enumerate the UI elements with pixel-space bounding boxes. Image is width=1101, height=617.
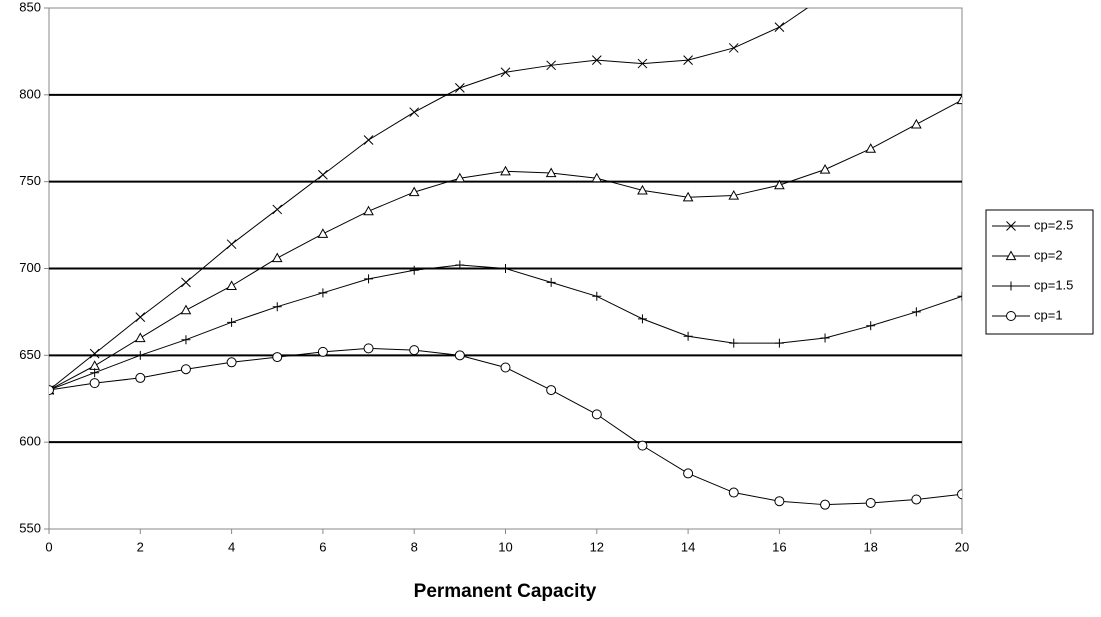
data-point — [958, 490, 967, 499]
data-point — [90, 379, 99, 388]
data-point — [45, 386, 54, 395]
data-point — [455, 351, 464, 360]
data-point — [866, 144, 875, 152]
series-line — [49, 100, 962, 390]
x-tick-label: 14 — [681, 539, 695, 554]
x-tick-label: 10 — [498, 539, 512, 554]
data-point — [136, 333, 145, 341]
data-point — [821, 165, 830, 173]
data-point — [729, 339, 738, 348]
x-tick-label: 8 — [411, 539, 418, 554]
plot-area — [45, 0, 967, 509]
data-point — [592, 410, 601, 419]
data-point — [592, 292, 601, 301]
data-point — [410, 346, 419, 355]
data-point — [912, 120, 921, 128]
data-point — [638, 441, 647, 450]
y-tick-label: 750 — [19, 173, 41, 188]
data-point — [273, 353, 282, 362]
data-point — [501, 264, 510, 273]
data-point — [136, 313, 145, 322]
data-point — [821, 333, 830, 342]
data-point — [866, 321, 875, 330]
data-point — [227, 240, 236, 249]
data-point — [729, 43, 738, 52]
data-point — [90, 349, 99, 358]
x-tick-label: 0 — [45, 539, 52, 554]
data-point — [775, 23, 784, 32]
data-point — [227, 318, 236, 327]
data-point — [775, 339, 784, 348]
data-point — [729, 488, 738, 497]
data-point — [547, 278, 556, 287]
data-point — [364, 274, 373, 283]
y-tick-label: 550 — [19, 520, 41, 535]
series-line — [49, 0, 825, 390]
legend-label: cp=1.5 — [1034, 277, 1073, 292]
data-point — [90, 361, 99, 369]
data-point — [181, 306, 190, 314]
data-point — [364, 207, 373, 215]
data-point — [318, 170, 327, 179]
data-point — [501, 167, 510, 175]
data-point — [136, 373, 145, 382]
data-point — [410, 108, 419, 117]
data-point — [912, 495, 921, 504]
data-point — [364, 135, 373, 144]
data-point — [273, 254, 282, 262]
x-tick-label: 16 — [772, 539, 786, 554]
y-tick-label: 800 — [19, 86, 41, 101]
y-tick-label: 850 — [19, 0, 41, 14]
data-point — [364, 344, 373, 353]
y-tick-label: 650 — [19, 347, 41, 362]
data-point — [181, 365, 190, 374]
data-point — [547, 386, 556, 395]
x-tick-label: 12 — [590, 539, 604, 554]
data-point — [501, 363, 510, 372]
data-point — [410, 266, 419, 275]
data-point — [136, 351, 145, 360]
data-point — [273, 302, 282, 311]
data-point — [866, 498, 875, 507]
data-point — [912, 307, 921, 316]
x-tick-label: 2 — [137, 539, 144, 554]
x-tick-label: 18 — [863, 539, 877, 554]
data-point — [273, 205, 282, 214]
legend-label: cp=2 — [1034, 247, 1063, 262]
x-tick-label: 20 — [955, 539, 969, 554]
data-point — [227, 281, 236, 289]
data-point — [455, 83, 464, 92]
x-axis-title: Permanent Capacity — [414, 581, 597, 602]
data-point — [958, 292, 967, 301]
data-point — [318, 288, 327, 297]
data-point — [684, 332, 693, 341]
data-point — [318, 347, 327, 356]
data-point — [181, 278, 190, 287]
legend-marker — [1007, 312, 1016, 321]
data-point — [821, 500, 830, 509]
legend-label: cp=1 — [1034, 307, 1063, 322]
data-point — [958, 96, 967, 104]
y-tick-label: 600 — [19, 434, 41, 449]
data-point — [181, 335, 190, 344]
data-point — [227, 358, 236, 367]
x-tick-label: 4 — [228, 539, 235, 554]
data-point — [684, 469, 693, 478]
data-point — [318, 229, 327, 237]
data-point — [638, 314, 647, 323]
x-tick-label: 6 — [319, 539, 326, 554]
y-tick-label: 700 — [19, 260, 41, 275]
data-point — [775, 497, 784, 506]
legend-label: cp=2.5 — [1034, 217, 1073, 232]
